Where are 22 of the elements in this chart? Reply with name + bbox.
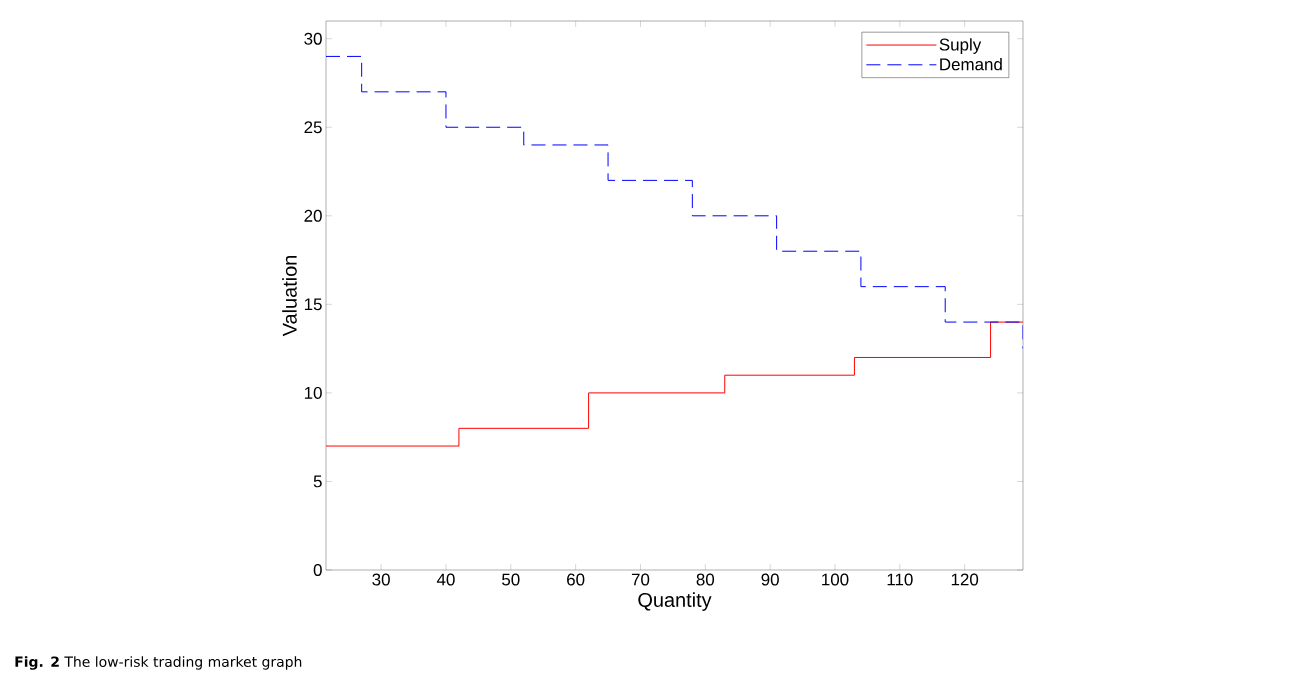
- legend-label: Demand: [940, 57, 1002, 71]
- x-tick-label: 90: [761, 573, 779, 586]
- y-tick-label: 20: [304, 209, 322, 222]
- x-tick-label: 80: [696, 573, 715, 586]
- x-tick-label: 110: [887, 573, 913, 586]
- y-tick-label: 15: [304, 298, 322, 311]
- x-tick-label: 120: [951, 573, 979, 586]
- y-axis-title: Valuation: [282, 256, 297, 337]
- x-tick-label: 30: [372, 573, 390, 586]
- y-tick-label: 10: [304, 386, 322, 399]
- x-tick-label: 50: [502, 573, 520, 586]
- x-axis-title: Quantity: [638, 592, 712, 611]
- legend-label: Suply: [939, 38, 982, 54]
- x-tick-label: 40: [436, 573, 455, 586]
- x-tick-label: 70: [631, 573, 650, 586]
- y-tick-label: 0: [313, 564, 322, 576]
- y-tick-label: 25: [304, 121, 322, 134]
- text: Fig. 2 The low-risk trading market graph: [15, 656, 302, 670]
- x-tick-label: 60: [567, 573, 585, 586]
- y-tick-label: 30: [304, 32, 322, 45]
- x-tick-label: 100: [822, 573, 849, 586]
- y-tick-label: 5: [313, 475, 322, 488]
